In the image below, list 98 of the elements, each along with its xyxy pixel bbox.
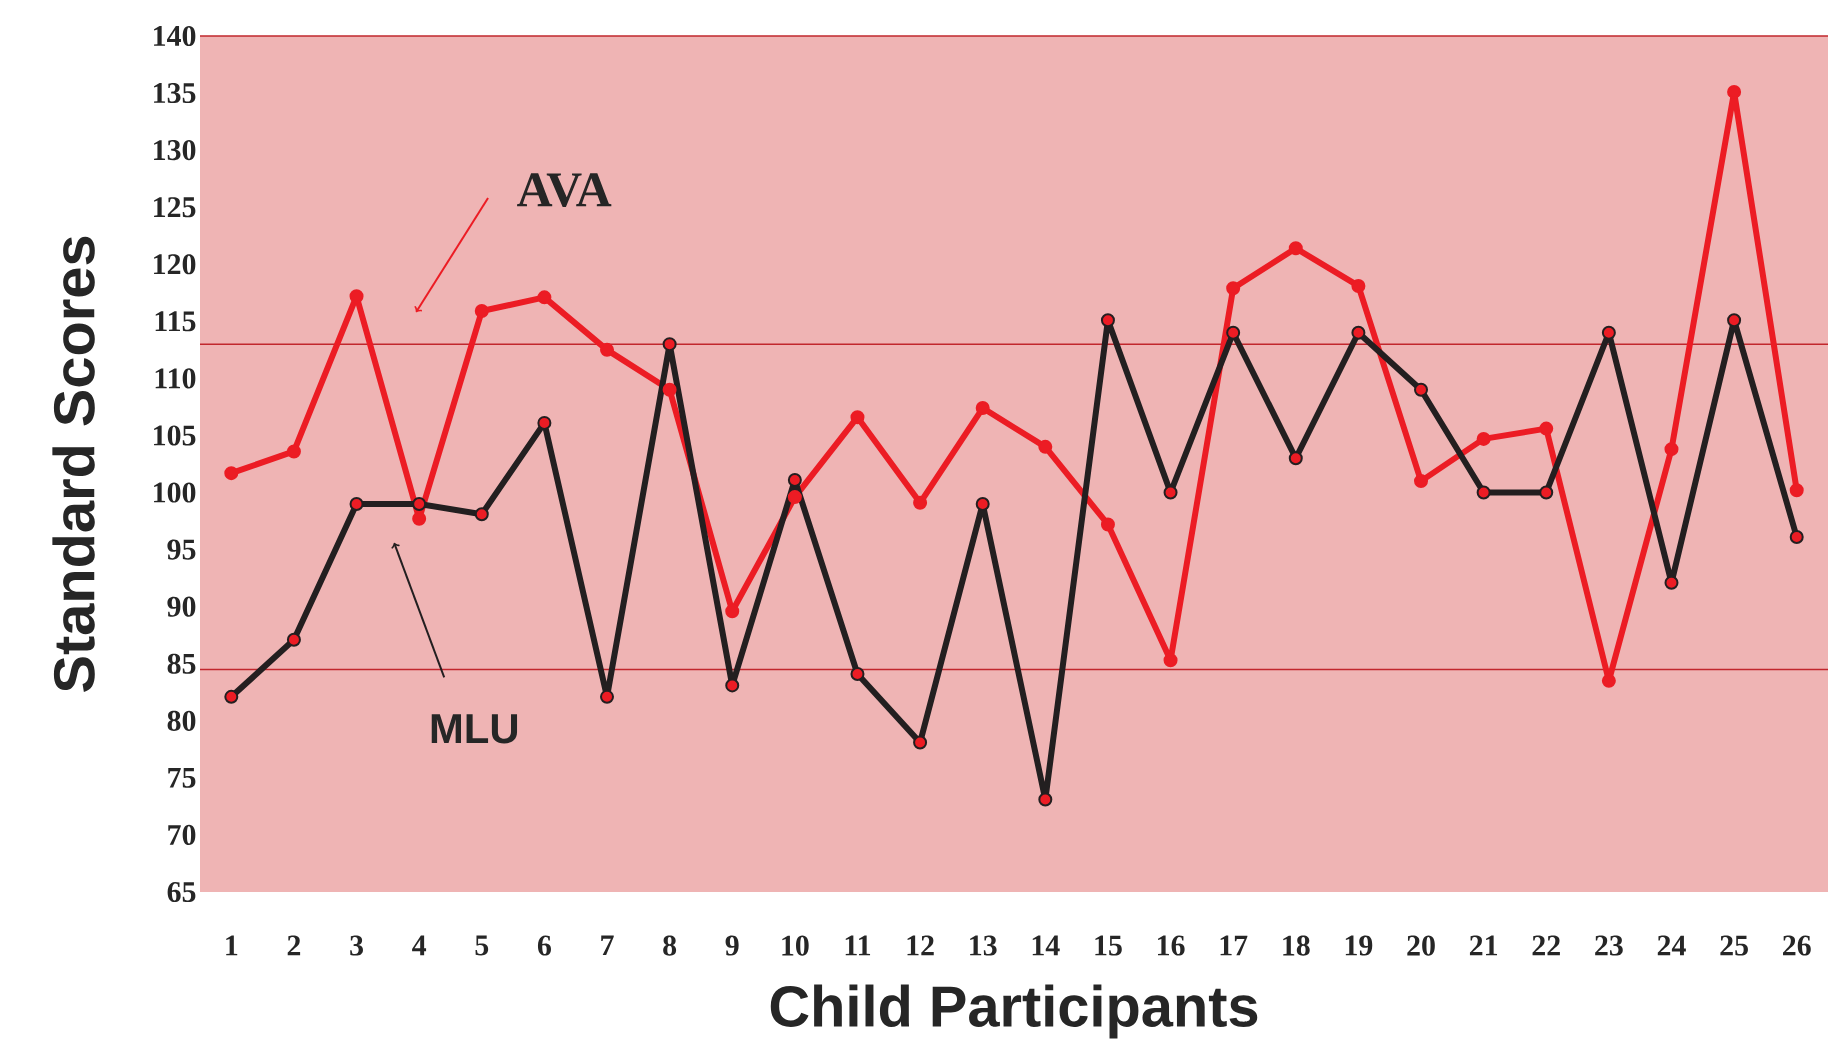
point bbox=[224, 689, 239, 704]
point bbox=[474, 304, 489, 319]
point bbox=[349, 289, 364, 304]
x-tick-label: 5 bbox=[475, 935, 489, 956]
point bbox=[1226, 325, 1241, 340]
y-tick-label: 140 bbox=[154, 25, 196, 47]
point bbox=[1038, 439, 1053, 454]
y-tick-label: 90 bbox=[167, 596, 196, 617]
point bbox=[600, 342, 615, 357]
point bbox=[1163, 653, 1178, 668]
y-tick-label: 125 bbox=[154, 197, 196, 218]
y-axis-title: Standard Scores bbox=[52, 236, 95, 692]
point bbox=[787, 472, 802, 487]
point bbox=[1414, 382, 1429, 397]
point bbox=[412, 511, 427, 526]
x-tick-label: 26 bbox=[1783, 935, 1811, 956]
point bbox=[1100, 517, 1115, 532]
point bbox=[1476, 431, 1491, 446]
point bbox=[537, 415, 552, 430]
point bbox=[1100, 313, 1115, 328]
x-tick-label: 4 bbox=[412, 935, 427, 956]
y-tick-label: 95 bbox=[167, 539, 196, 560]
point bbox=[412, 496, 427, 511]
point bbox=[1414, 474, 1429, 489]
point bbox=[725, 678, 740, 693]
y-tick-label: 110 bbox=[155, 368, 196, 389]
point bbox=[1038, 792, 1053, 807]
point bbox=[1789, 530, 1804, 545]
y-tick-label: 70 bbox=[168, 824, 196, 846]
point bbox=[286, 444, 301, 459]
x-tick-label: 13 bbox=[970, 935, 997, 956]
point bbox=[913, 735, 928, 750]
point bbox=[1539, 485, 1554, 500]
x-tick-label: 14 bbox=[1032, 935, 1060, 956]
point bbox=[474, 507, 489, 522]
point bbox=[850, 667, 865, 681]
x-tick-label: 8 bbox=[663, 935, 677, 956]
y-tick-label: 120 bbox=[154, 254, 196, 275]
x-tick-label: 16 bbox=[1158, 935, 1185, 956]
x-tick-label: 2 bbox=[287, 935, 301, 956]
x-tick-label: 20 bbox=[1407, 935, 1435, 956]
point bbox=[1664, 575, 1679, 590]
y-tick-label: 75 bbox=[168, 767, 196, 788]
x-tick-label: 9 bbox=[725, 935, 739, 956]
point bbox=[850, 410, 865, 425]
point bbox=[787, 490, 802, 505]
text: MLU bbox=[431, 714, 518, 744]
y-tick-label: 130 bbox=[154, 140, 196, 161]
point bbox=[537, 290, 552, 305]
x-tick-label: 17 bbox=[1220, 935, 1248, 956]
y-tick-label: 85 bbox=[167, 653, 196, 674]
y-tick-label: 80 bbox=[167, 710, 196, 731]
y-tick-label: 115 bbox=[155, 311, 196, 332]
point bbox=[913, 495, 928, 510]
x-tick-label: 21 bbox=[1469, 935, 1498, 956]
x-tick-label: 7 bbox=[601, 935, 614, 956]
point bbox=[1664, 442, 1679, 457]
y-tick-label: 65 bbox=[167, 881, 196, 903]
x-tick-label: 23 bbox=[1595, 935, 1623, 956]
point bbox=[1163, 485, 1178, 500]
point bbox=[975, 401, 990, 416]
point bbox=[662, 382, 677, 397]
x-tick-label: 22 bbox=[1532, 935, 1560, 956]
x-tick-label: 19 bbox=[1345, 935, 1373, 956]
x-tick-label: 11 bbox=[845, 935, 871, 956]
x-tick-label: 15 bbox=[1095, 935, 1122, 956]
series-label: AVA bbox=[517, 173, 612, 207]
y-tick-label: 100 bbox=[154, 482, 196, 503]
point bbox=[1351, 278, 1366, 293]
point bbox=[286, 632, 301, 647]
y-tick-label: 135 bbox=[154, 83, 196, 104]
point bbox=[1789, 483, 1804, 498]
point bbox=[1476, 485, 1491, 500]
point bbox=[725, 604, 740, 619]
point bbox=[600, 689, 615, 704]
x-tick-label: 24 bbox=[1657, 935, 1686, 956]
x-axis-title: Child Participants bbox=[770, 984, 1258, 1039]
point bbox=[224, 466, 239, 481]
x-tick-label: 6 bbox=[537, 935, 551, 956]
x-tick-label: 25 bbox=[1720, 935, 1748, 956]
x-tick-label: 1 bbox=[226, 935, 238, 956]
point bbox=[1539, 421, 1554, 436]
point bbox=[1727, 313, 1742, 328]
x-tick-label: 3 bbox=[350, 935, 363, 956]
point bbox=[975, 496, 990, 511]
point bbox=[349, 496, 364, 511]
x-tick-label: 18 bbox=[1283, 935, 1310, 956]
point bbox=[1288, 451, 1303, 466]
point bbox=[1351, 325, 1366, 340]
point bbox=[1601, 673, 1616, 688]
point bbox=[1226, 281, 1241, 296]
point bbox=[662, 337, 677, 352]
point bbox=[1727, 84, 1742, 99]
x-tick-label: 12 bbox=[907, 935, 934, 956]
point bbox=[1288, 241, 1303, 256]
x-tick-label: 10 bbox=[782, 935, 809, 956]
point bbox=[1601, 325, 1616, 340]
y-tick-label: 105 bbox=[154, 425, 196, 446]
